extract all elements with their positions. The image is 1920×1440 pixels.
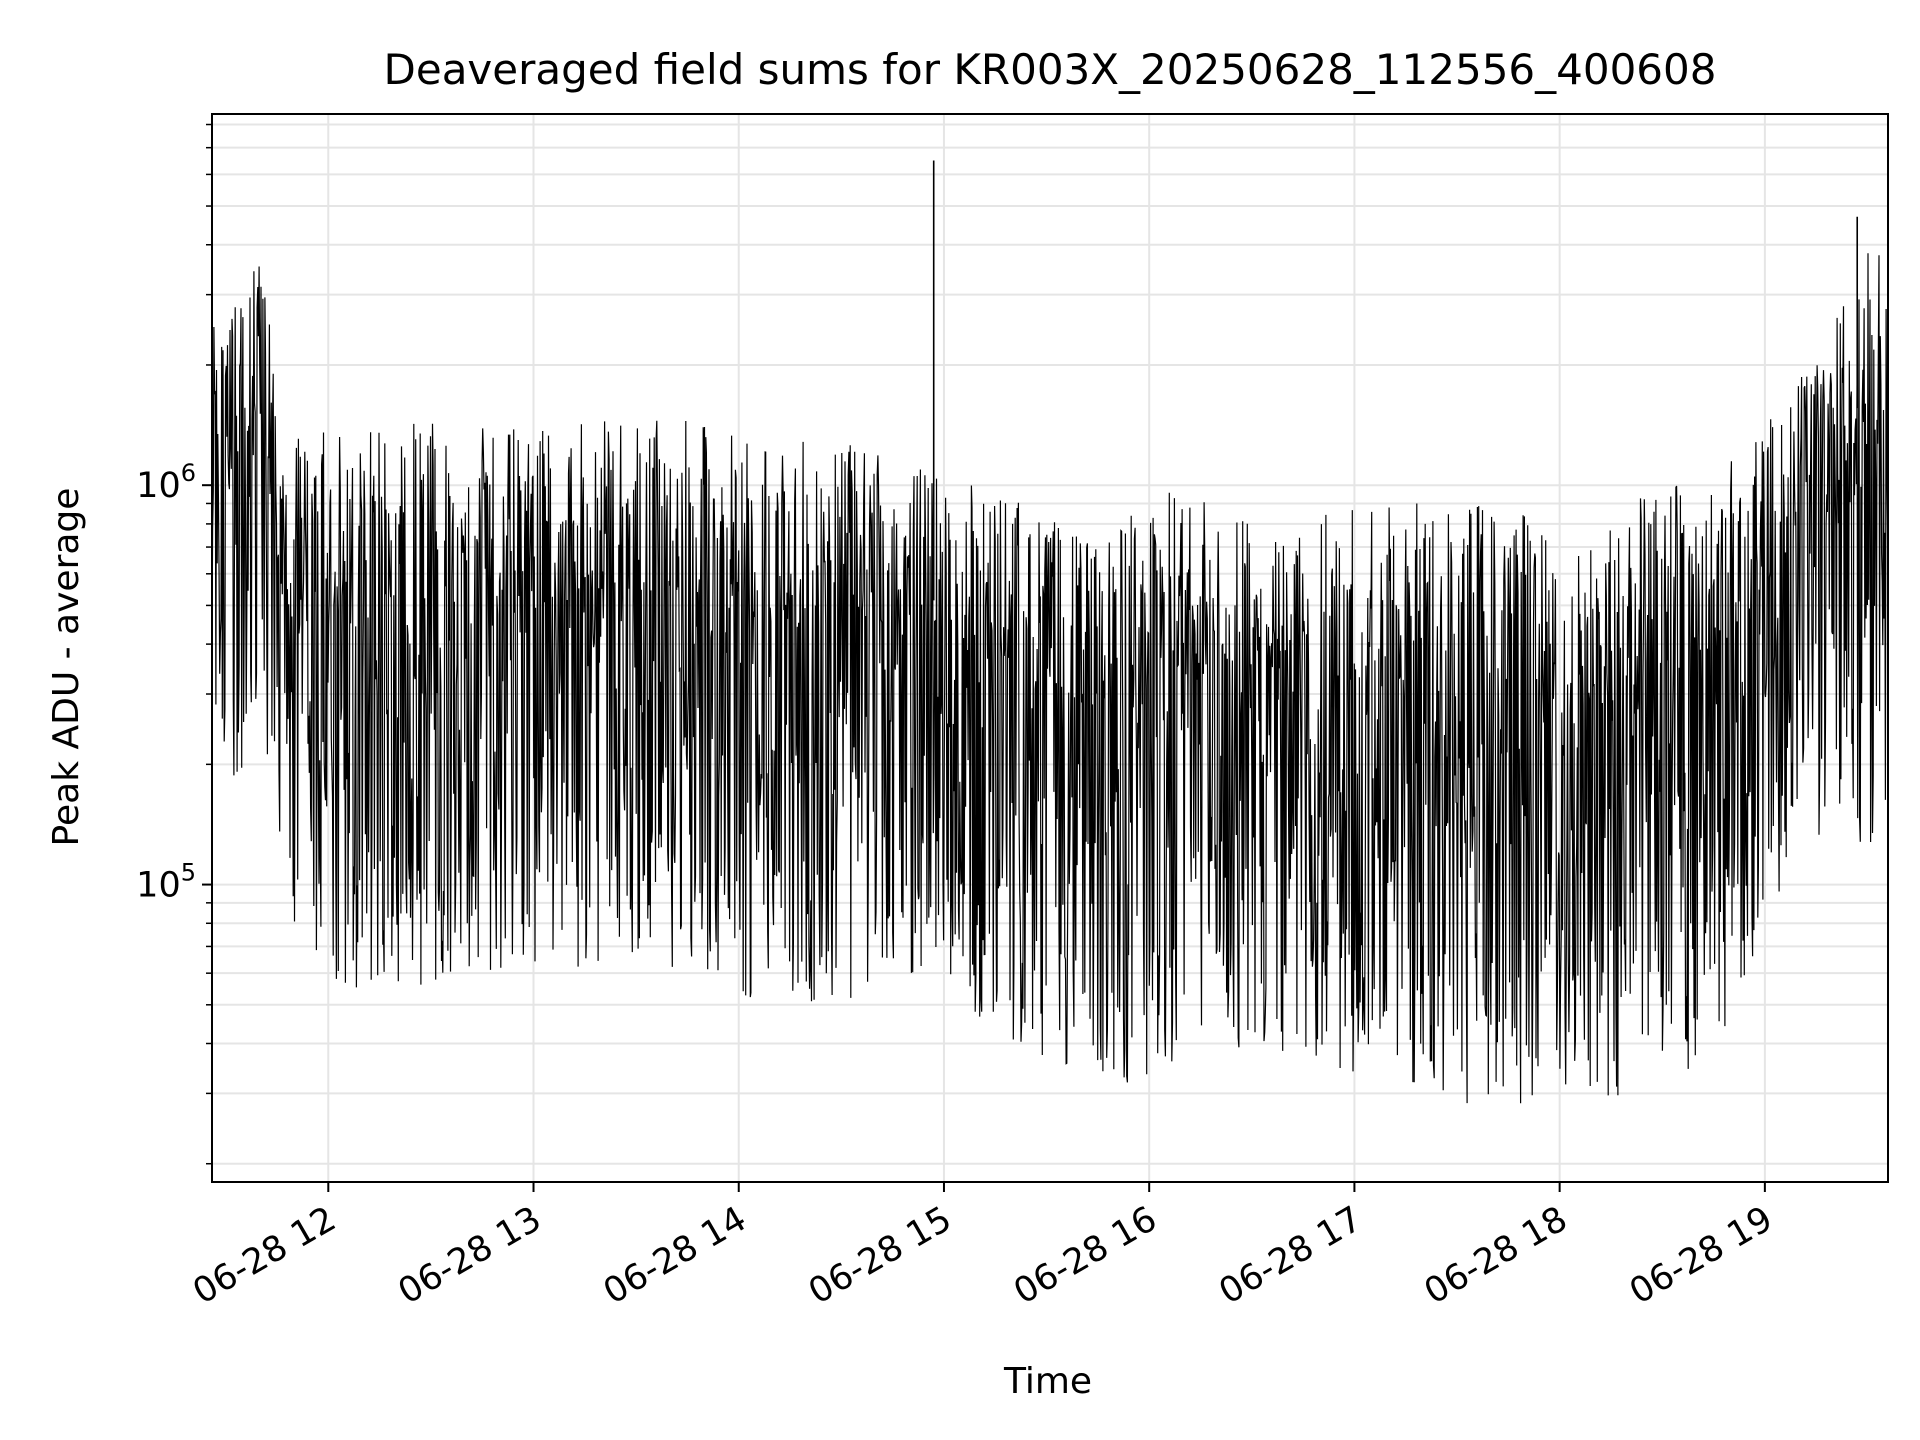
x-axis-label: Time — [1003, 1361, 1092, 1402]
y-axis-label: Peak ADU - average — [46, 488, 87, 847]
series-path — [211, 253, 1889, 1104]
chart-title: Deaveraged field sums for KR003X_2025062… — [384, 45, 1717, 94]
y-axis: 105 106 — [136, 123, 212, 1165]
plot-frame — [211, 113, 1889, 1183]
y-tick-label: 106 — [136, 459, 196, 506]
y-tick-label: 105 — [136, 859, 196, 906]
